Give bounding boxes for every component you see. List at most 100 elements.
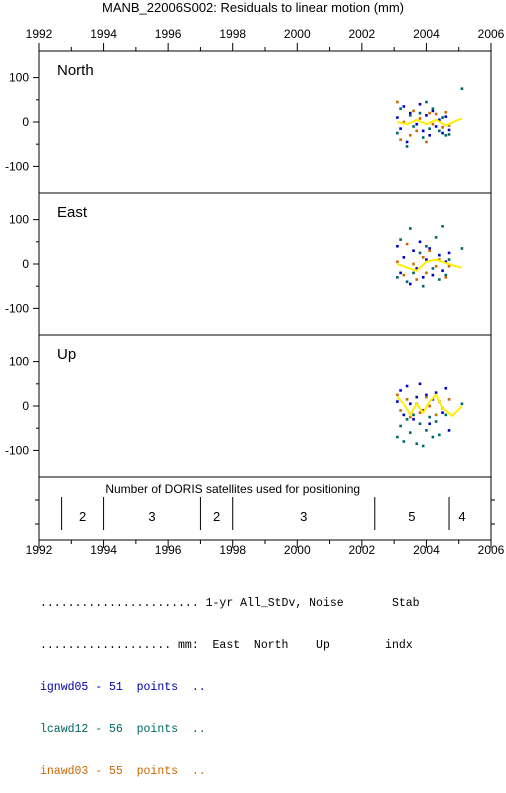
data-point xyxy=(447,398,451,401)
stats-table: ....................... 1-yr All_StDv, N… xyxy=(40,570,420,793)
x-tick-label-bottom: 1994 xyxy=(90,543,117,557)
data-point xyxy=(418,382,422,386)
data-point xyxy=(396,116,399,119)
data-point xyxy=(434,413,438,417)
data-point xyxy=(399,271,402,275)
data-point xyxy=(402,120,406,124)
data-point xyxy=(428,415,431,419)
data-point xyxy=(418,411,422,414)
data-point xyxy=(408,402,412,406)
data-point xyxy=(408,431,412,434)
data-point xyxy=(402,413,406,417)
data-point xyxy=(399,107,402,110)
data-point xyxy=(428,247,431,250)
data-point xyxy=(405,280,409,284)
x-tick-label-bottom: 2004 xyxy=(413,543,440,557)
data-point xyxy=(421,409,425,412)
data-point xyxy=(415,395,419,399)
data-point xyxy=(444,413,448,417)
data-point xyxy=(421,129,425,133)
data-point xyxy=(418,422,422,426)
x-tick-label-bottom: 2002 xyxy=(349,543,376,557)
data-point xyxy=(396,244,399,248)
x-tick-label-top: 2004 xyxy=(413,27,440,41)
data-point xyxy=(444,276,448,279)
plot-frame xyxy=(38,50,492,541)
data-point xyxy=(441,411,444,414)
data-point xyxy=(431,109,435,113)
data-point xyxy=(434,125,438,128)
data-point xyxy=(447,251,451,255)
data-point xyxy=(399,138,402,142)
data-point xyxy=(425,244,428,248)
data-point xyxy=(428,404,431,408)
x-tick-label-top: 1992 xyxy=(26,27,53,41)
data-point xyxy=(438,278,441,281)
data-point xyxy=(438,258,441,261)
data-point xyxy=(434,236,438,239)
data-point xyxy=(421,256,425,259)
data-point xyxy=(438,433,441,437)
data-point xyxy=(418,117,422,120)
data-point xyxy=(418,111,422,115)
data-point xyxy=(402,273,406,277)
data-point xyxy=(447,133,451,136)
data-point xyxy=(408,134,412,137)
data-point xyxy=(396,393,399,397)
x-tick-label-top: 1998 xyxy=(219,27,246,41)
data-point xyxy=(396,276,399,279)
x-tick-label-bottom: 1996 xyxy=(155,543,182,557)
data-point xyxy=(434,112,438,116)
x-tick-label-top: 2006 xyxy=(478,27,505,41)
y-tick-label: 100 xyxy=(9,213,29,227)
data-point xyxy=(408,227,412,230)
data-point xyxy=(444,260,448,264)
data-point xyxy=(431,273,435,277)
data-point xyxy=(418,102,422,106)
data-point xyxy=(428,111,431,115)
data-point xyxy=(412,249,415,252)
data-point xyxy=(460,247,464,250)
data-point xyxy=(460,87,464,91)
data-point xyxy=(444,110,448,114)
data-point xyxy=(444,273,448,277)
y-tick-label: 100 xyxy=(9,355,29,369)
data-point xyxy=(421,136,425,139)
y-tick-label: -100 xyxy=(5,159,29,173)
data-point xyxy=(399,127,402,130)
data-point xyxy=(444,386,448,390)
data-point xyxy=(405,145,409,148)
satellite-count: 2 xyxy=(79,509,86,524)
data-point xyxy=(402,105,406,108)
data-point xyxy=(444,134,448,137)
data-point xyxy=(405,242,409,246)
data-point xyxy=(434,420,438,423)
panel-label-up: Up xyxy=(57,346,76,363)
data-point xyxy=(447,264,451,268)
data-point xyxy=(415,129,419,133)
data-point xyxy=(396,435,399,439)
data-point xyxy=(402,440,406,443)
data-point xyxy=(425,258,428,261)
stats-row-lcawd12: lcawd12 - 56 points .. xyxy=(40,723,206,736)
data-point xyxy=(460,402,464,406)
data-point xyxy=(441,224,444,228)
data-point xyxy=(447,258,451,261)
panel-label-east: East xyxy=(57,204,88,221)
x-tick-label-top: 2002 xyxy=(349,27,376,41)
data-point xyxy=(418,240,422,244)
satellite-count: 2 xyxy=(213,509,220,524)
data-point xyxy=(425,393,428,397)
data-point xyxy=(396,260,399,264)
data-point xyxy=(399,238,402,241)
smooth-trend-line xyxy=(397,117,463,127)
stats-header-line2: ................... mm: East North Up in… xyxy=(40,639,413,652)
stats-header-line1: ....................... 1-yr All_StDv, N… xyxy=(40,597,420,610)
x-tick-label-top: 1994 xyxy=(90,27,117,41)
data-point xyxy=(425,140,428,144)
data-point xyxy=(431,267,435,270)
data-point xyxy=(412,125,415,128)
smooth-trend-line xyxy=(397,258,463,272)
data-point xyxy=(428,422,431,426)
data-point xyxy=(415,278,419,281)
